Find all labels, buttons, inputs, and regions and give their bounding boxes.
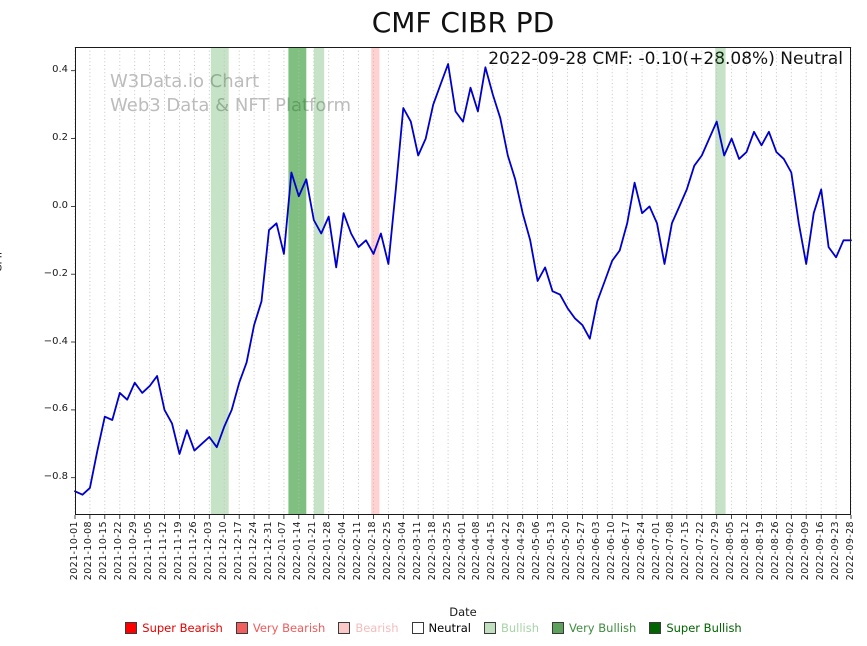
x-tick-label: 2022-01-07 (277, 521, 289, 581)
x-tick-label: 2022-03-04 (396, 521, 408, 581)
x-tick-label: 2021-12-24 (247, 521, 259, 581)
latest-value-annotation: 2022-09-28 CMF: -0.10(+28.08%) Neutral (488, 49, 843, 69)
x-tick-label: 2022-08-12 (740, 521, 752, 581)
x-tick-label: 2022-03-25 (441, 521, 453, 581)
x-tick-label: 2021-11-05 (143, 521, 155, 581)
signal-band (210, 47, 229, 515)
x-tick-label: 2022-02-11 (352, 521, 364, 581)
legend-item-super-bearish: Super Bearish (125, 621, 223, 635)
signal-band (371, 47, 380, 515)
x-tick-label: 2022-04-15 (486, 521, 498, 581)
legend-swatch (649, 622, 662, 634)
legend-item-very-bullish: Very Bullish (552, 621, 636, 635)
legend-item-neutral: Neutral (411, 621, 471, 635)
x-tick-label: 2021-12-03 (202, 521, 214, 581)
x-tick-label: 2022-08-05 (725, 521, 737, 581)
x-tick-label: 2021-11-26 (187, 521, 199, 581)
x-tick-label: 2022-03-18 (426, 521, 438, 581)
x-tick-label: 2022-09-23 (829, 521, 841, 581)
y-tick-label: −0.4 (43, 335, 68, 347)
x-tick-label: 2022-06-17 (620, 521, 632, 581)
x-tick-label: 2021-10-15 (98, 521, 110, 581)
y-tick-label: −0.6 (43, 403, 68, 415)
x-tick-label: 2021-12-17 (232, 521, 244, 581)
signal-band (288, 47, 307, 515)
legend-label: Very Bullish (569, 621, 637, 635)
x-tick-label: 2022-08-19 (754, 521, 766, 581)
x-tick-label: 2022-07-15 (680, 521, 692, 581)
x-tick-label: 2021-10-22 (113, 521, 125, 581)
x-tick-label: 2022-07-08 (665, 521, 677, 581)
legend-swatch (125, 622, 138, 634)
x-tick-label: 2021-12-10 (217, 521, 229, 581)
legend-swatch (411, 622, 424, 634)
x-tick-label: 2022-05-20 (560, 521, 572, 581)
x-tick-label: 2022-04-22 (501, 521, 513, 581)
x-tick-label: 2022-06-24 (635, 521, 647, 581)
legend-swatch (338, 622, 351, 634)
x-tick-label: 2022-05-27 (575, 521, 587, 581)
x-tick-label: 2022-09-02 (784, 521, 796, 581)
legend-label: Bearish (355, 621, 399, 635)
x-tick-label: 2022-04-01 (456, 521, 468, 581)
y-tick-label: 0.4 (52, 64, 68, 76)
x-tick-label: 2022-02-18 (366, 521, 378, 581)
x-tick-label: 2022-01-28 (322, 521, 334, 581)
x-tick-label: 2022-02-25 (381, 521, 393, 581)
x-tick-label: 2022-09-28 (844, 521, 856, 581)
y-axis-label: CMF (0, 248, 5, 273)
x-tick-label: 2022-06-03 (590, 521, 602, 581)
y-tick-label: −0.2 (43, 267, 68, 279)
signal-band (715, 47, 726, 515)
legend-item-super-bullish: Super Bullish (649, 621, 742, 635)
legend-item-bullish: Bullish (483, 621, 540, 635)
cmf-line (74, 63, 852, 496)
plot-border (75, 47, 851, 515)
legend-swatch (552, 622, 565, 634)
x-tick-label: 2022-01-14 (292, 521, 304, 581)
legend-label: Super Bullish (666, 621, 742, 635)
x-tick-label: 2021-10-08 (83, 521, 95, 581)
legend-label: Very Bearish (252, 621, 326, 635)
x-tick-label: 2021-10-01 (68, 521, 80, 581)
x-tick-label: 2022-01-21 (307, 521, 319, 581)
x-tick-label: 2022-04-29 (516, 521, 528, 581)
legend-label: Bullish (500, 621, 540, 635)
x-tick-label: 2022-07-01 (650, 521, 662, 581)
legend-label: Super Bearish (142, 621, 223, 635)
y-tick-label: 0.0 (52, 199, 68, 211)
y-tick-label: −0.8 (43, 471, 68, 483)
legend-swatch (235, 622, 248, 634)
plot-area (71, 47, 852, 519)
x-tick-label: 2022-02-04 (337, 521, 349, 581)
watermark-line-1: W3Data.io Chart (110, 71, 260, 92)
x-tick-label: 2021-11-12 (158, 521, 170, 581)
x-tick-label: 2022-04-08 (471, 521, 483, 581)
legend-swatch (483, 622, 496, 634)
x-tick-label: 2022-06-10 (605, 521, 617, 581)
x-tick-label: 2021-11-19 (172, 521, 184, 581)
legend-label: Neutral (428, 621, 471, 635)
x-tick-label: 2022-05-06 (531, 521, 543, 581)
y-tick-label: 0.2 (52, 132, 68, 144)
x-tick-label: 2021-10-29 (128, 521, 140, 581)
signal-band (313, 47, 325, 515)
x-tick-label: 2022-09-09 (799, 521, 811, 581)
x-tick-label: 2022-09-16 (814, 521, 826, 581)
x-tick-label: 2022-08-26 (769, 521, 781, 581)
signal-legend: Super Bearish Very Bearish Bearish Neutral B… (0, 621, 867, 635)
x-tick-label: 2022-07-22 (695, 521, 707, 581)
x-tick-label: 2022-03-11 (411, 521, 423, 581)
legend-item-bearish: Bearish (338, 621, 399, 635)
x-axis-label: Date (449, 605, 477, 619)
x-tick-label: 2022-05-13 (546, 521, 558, 581)
x-tick-label: 2021-12-31 (262, 521, 274, 581)
x-tick-label: 2022-07-29 (710, 521, 722, 581)
cmf-line-chart (71, 47, 852, 519)
legend-item-very-bearish: Very Bearish (235, 621, 326, 635)
chart-title: CMF CIBR PD (371, 6, 555, 39)
